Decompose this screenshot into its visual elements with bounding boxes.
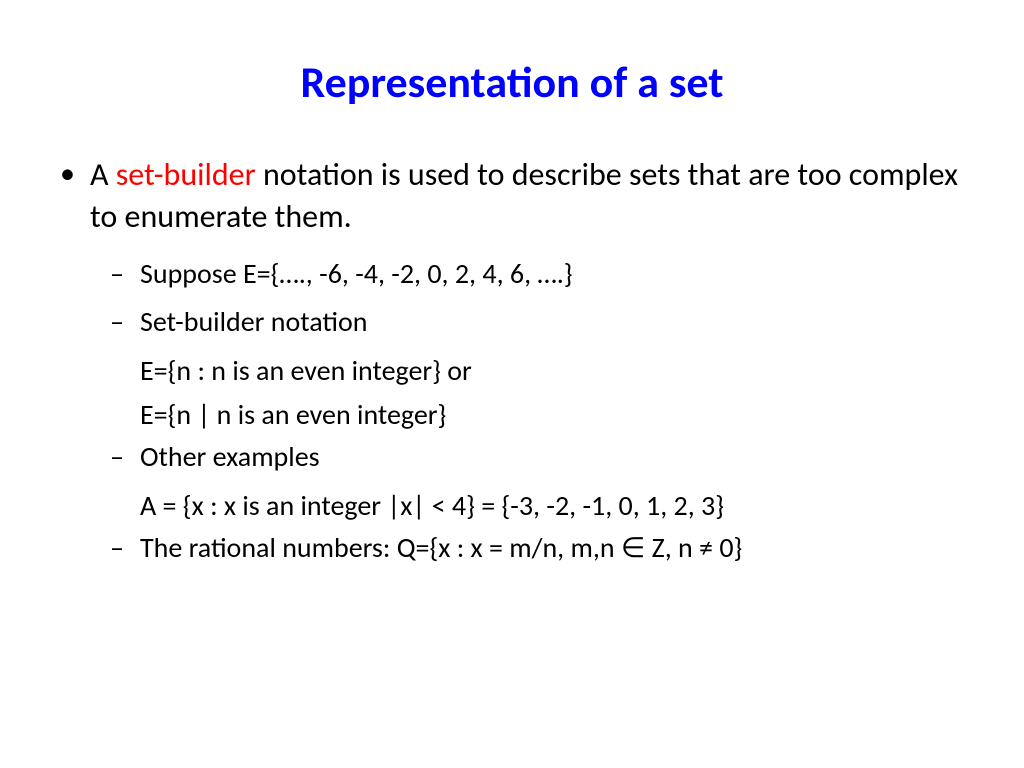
sub-list: – Suppose E={…., -6, -4, -2, 0, 2, 4, 6,… [60, 253, 974, 569]
bullet-marker: • [60, 154, 90, 193]
sub-item: – Set-builder notation [110, 301, 974, 343]
sub-item-label: Other examples [140, 436, 320, 478]
sub-item: – Suppose E={…., -6, -4, -2, 0, 2, 4, 6,… [110, 253, 974, 295]
highlight-term: set-builder [116, 155, 256, 194]
dash-marker: – [110, 436, 140, 478]
sub-content-line: E={n | n is an even integer} [110, 393, 974, 436]
sub-item-label: The rational numbers: Q={x : x = m/n, m,… [140, 527, 742, 569]
dash-marker: – [110, 301, 140, 343]
dash-marker: – [110, 253, 140, 295]
sub-content-line: A = {x : x is an integer |x| < 4} = {-3,… [110, 484, 974, 527]
main-bullet: • A set-builder notation is used to desc… [60, 154, 974, 237]
dash-marker: – [110, 527, 140, 569]
sub-item-label: Set-builder notation [140, 301, 368, 343]
main-prefix: A [90, 155, 116, 194]
sub-item-label: Suppose E={…., -6, -4, -2, 0, 2, 4, 6, …… [140, 253, 573, 295]
sub-content-line: E={n : n is an even integer} or [110, 349, 974, 392]
sub-item: – Other examples [110, 436, 974, 478]
main-bullet-text: A set-builder notation is used to descri… [90, 154, 974, 237]
sub-item: – The rational numbers: Q={x : x = m/n, … [110, 527, 974, 569]
slide-title: Representation of a set [50, 55, 974, 109]
slide-content: • A set-builder notation is used to desc… [50, 154, 974, 569]
